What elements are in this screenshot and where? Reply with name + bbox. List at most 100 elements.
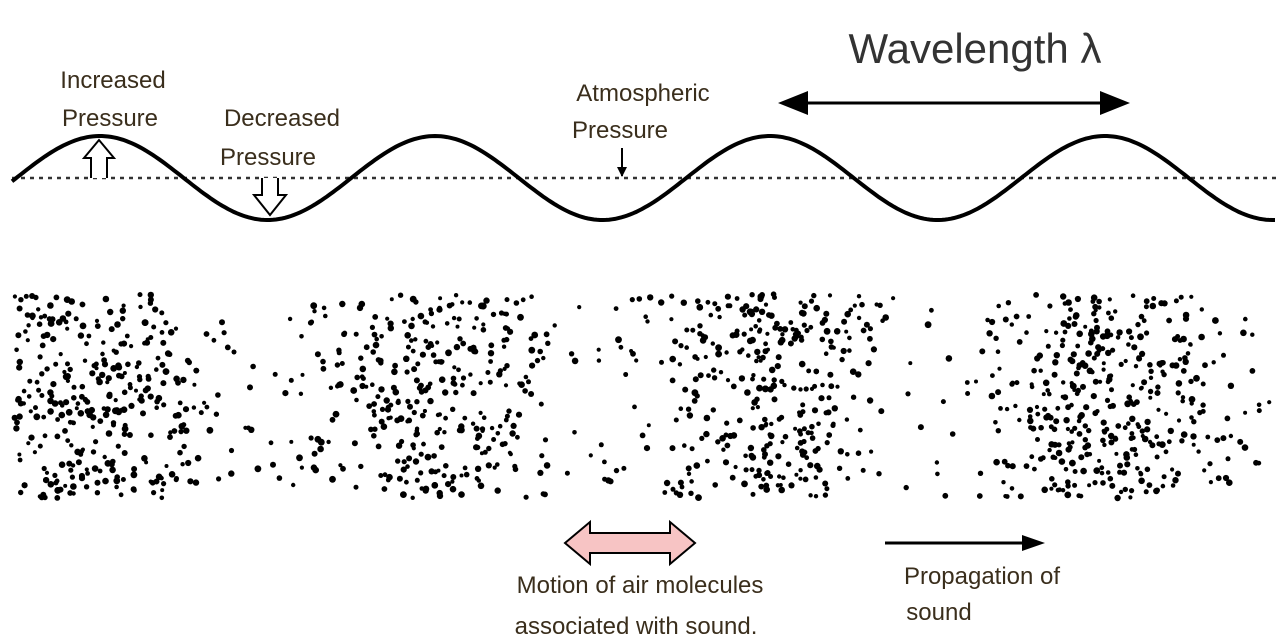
molecule [855, 371, 862, 378]
molecule [729, 474, 736, 481]
molecule [782, 382, 787, 388]
molecule [1136, 355, 1141, 360]
molecule [1205, 434, 1211, 440]
molecule [105, 380, 110, 385]
molecule [499, 441, 506, 448]
molecule [39, 371, 45, 377]
molecule [339, 361, 345, 366]
molecule [715, 344, 722, 352]
molecule [320, 358, 326, 365]
molecule [161, 481, 167, 487]
molecule [1001, 480, 1006, 485]
molecule [756, 384, 763, 392]
molecule [1075, 343, 1081, 349]
molecule [758, 483, 765, 490]
molecule [798, 300, 803, 305]
molecule [1199, 307, 1205, 312]
molecule [25, 338, 30, 343]
molecule [187, 478, 194, 485]
molecule [703, 430, 710, 438]
molecule [369, 324, 375, 330]
molecule [1208, 480, 1213, 485]
molecule [1109, 482, 1116, 489]
molecule [383, 397, 390, 404]
molecule [504, 336, 510, 343]
molecule [976, 493, 983, 499]
molecule [288, 377, 294, 383]
molecule [541, 355, 546, 361]
molecule [359, 382, 366, 390]
molecule [703, 414, 711, 422]
molecule [1147, 439, 1153, 445]
molecule [1014, 380, 1020, 386]
molecule [1188, 396, 1196, 403]
molecule [110, 458, 116, 465]
molecule [300, 372, 305, 377]
molecule [722, 459, 730, 466]
molecule [421, 441, 426, 447]
molecule [168, 430, 173, 435]
molecule [36, 321, 43, 328]
molecule [596, 358, 602, 363]
molecule [1170, 483, 1176, 488]
molecule [26, 441, 31, 446]
molecule [1193, 374, 1200, 382]
molecule [1202, 362, 1208, 369]
molecule [824, 440, 830, 446]
molecule [450, 474, 457, 480]
molecule [1088, 328, 1094, 334]
molecule [1141, 379, 1148, 386]
molecule [1034, 404, 1040, 410]
molecule [89, 370, 96, 377]
molecule [719, 435, 726, 442]
molecule [38, 494, 45, 501]
molecule [986, 330, 993, 337]
molecule [334, 362, 341, 368]
molecule [97, 418, 104, 424]
molecule [1167, 427, 1175, 435]
molecule [470, 421, 476, 426]
molecule [934, 460, 940, 465]
molecule [21, 482, 28, 489]
molecule [993, 420, 998, 425]
molecule [131, 466, 138, 472]
molecule [414, 428, 420, 434]
molecule [16, 358, 23, 366]
molecule [1028, 425, 1033, 430]
molecule [371, 409, 377, 414]
molecule [995, 428, 1001, 434]
molecule [670, 486, 676, 492]
molecule [28, 434, 35, 441]
molecule [761, 376, 767, 382]
molecule [1240, 329, 1247, 337]
molecule [21, 388, 27, 394]
molecule [510, 422, 517, 429]
molecule [1013, 403, 1018, 409]
molecule [108, 326, 115, 333]
molecule [531, 331, 539, 339]
molecule [724, 442, 731, 449]
molecule [1070, 440, 1075, 445]
molecule [1066, 441, 1072, 446]
molecule [498, 310, 505, 316]
molecule [1099, 465, 1105, 471]
molecule [353, 331, 359, 337]
molecule [835, 384, 840, 389]
molecule [845, 452, 850, 457]
molecule [46, 316, 53, 322]
molecule [122, 371, 127, 375]
molecule [487, 350, 495, 357]
molecule [712, 482, 718, 488]
molecule [1064, 491, 1072, 499]
molecule [94, 366, 99, 371]
molecule [400, 491, 407, 498]
molecule [753, 473, 759, 479]
molecule [470, 390, 477, 397]
molecule [1249, 368, 1256, 374]
molecule [700, 333, 706, 338]
molecule [268, 440, 274, 446]
molecule [198, 410, 204, 416]
molecule [1026, 406, 1034, 413]
molecule [1009, 322, 1014, 327]
molecule [990, 373, 995, 378]
